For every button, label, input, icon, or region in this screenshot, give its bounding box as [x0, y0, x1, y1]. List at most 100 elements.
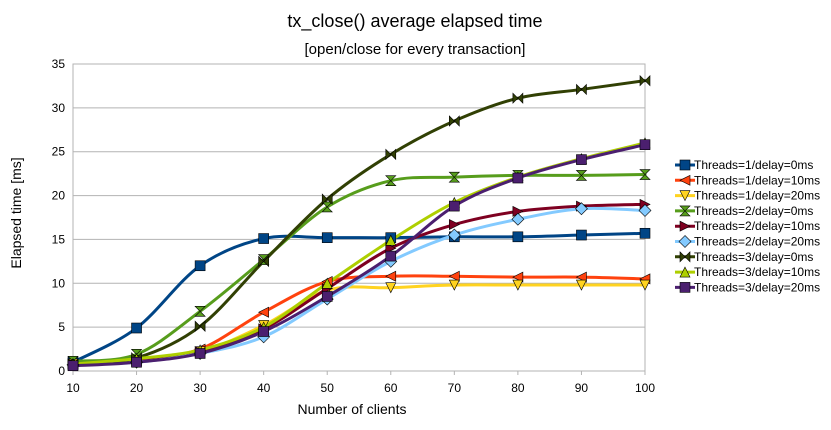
data-point	[321, 201, 333, 213]
data-point	[67, 360, 79, 372]
data-point	[258, 233, 269, 244]
data-point	[448, 279, 460, 291]
data-point	[385, 242, 397, 254]
legend-item: Threads=3/delay=0ms	[675, 250, 813, 264]
data-point	[449, 219, 461, 231]
data-point	[385, 234, 397, 246]
data-point	[448, 270, 460, 282]
legend-label: Threads=1/delay=10ms	[694, 173, 820, 187]
x-tick-label: 50	[321, 381, 335, 395]
data-point	[576, 229, 587, 241]
x-tick-label: 20	[130, 381, 144, 395]
series-line	[71, 79, 647, 366]
legend-item: Threads=2/delay=0ms	[675, 204, 813, 218]
legend-marker	[679, 190, 691, 202]
data-point	[576, 154, 587, 165]
data-point	[131, 356, 142, 368]
data-point	[194, 260, 206, 272]
series-line	[71, 231, 647, 364]
data-point	[639, 227, 651, 239]
data-point	[511, 212, 525, 226]
legend-marker	[678, 235, 692, 248]
x-axis-label: Number of clients	[298, 401, 407, 417]
legend-label: Threads=2/delay=20ms	[694, 235, 820, 249]
data-point	[194, 306, 206, 317]
data-point	[639, 139, 651, 150]
chart-subtitle: [open/close for every transaction]	[305, 41, 526, 58]
data-point	[638, 204, 652, 217]
y-tick-label: 5	[58, 320, 65, 334]
legend-item: Threads=2/delay=10ms	[675, 219, 820, 233]
data-point	[447, 228, 461, 242]
data-point	[639, 74, 651, 87]
axes: 0 5 10 15 20 25 30 35 10 20 30 40 50 60 70 80 90 100	[52, 57, 656, 395]
legend-label: Threads=3/delay=20ms	[694, 280, 820, 294]
series-markers	[66, 74, 652, 372]
data-point	[639, 279, 651, 291]
data-point	[258, 255, 269, 268]
data-point	[131, 322, 142, 334]
legend-label: Threads=3/delay=10ms	[694, 265, 820, 279]
data-point	[321, 193, 333, 205]
legend-marker	[679, 159, 691, 171]
data-point	[385, 250, 397, 262]
data-point	[385, 282, 397, 294]
data-point	[575, 170, 588, 181]
data-point	[258, 326, 269, 337]
data-point	[575, 279, 587, 291]
legend-marker	[679, 282, 691, 293]
legend-marker	[679, 174, 691, 186]
y-axis-label: Elapsed time [ms]	[8, 157, 24, 268]
x-tick-label: 60	[384, 381, 398, 395]
data-point	[512, 172, 524, 184]
data-point	[321, 232, 333, 243]
x-tick-label: 80	[511, 381, 525, 395]
x-tick-label: 10	[66, 381, 80, 395]
data-point	[385, 270, 397, 282]
legend-item: Threads=3/delay=10ms	[675, 265, 820, 279]
y-tick-label: 30	[52, 101, 66, 115]
data-point	[449, 115, 460, 127]
y-tick-label: 10	[52, 276, 66, 290]
legend-label: Threads=1/delay=0ms	[694, 158, 813, 172]
data-point	[449, 200, 460, 212]
legend-item: Threads=3/delay=20ms	[675, 280, 820, 294]
x-tick-label: 40	[257, 381, 271, 395]
legend-item: Threads=1/delay=10ms	[675, 173, 820, 187]
data-point	[575, 271, 587, 283]
legend-marker	[679, 251, 691, 263]
data-point	[321, 277, 333, 289]
data-point	[385, 175, 397, 186]
data-point	[575, 202, 588, 216]
y-tick-label: 35	[52, 57, 66, 71]
legend-label: Threads=1/delay=20ms	[694, 189, 820, 203]
data-point	[512, 271, 524, 283]
legend-item: Threads=2/delay=20ms	[675, 235, 820, 249]
legend-item: Threads=1/delay=20ms	[675, 189, 820, 203]
x-tick-label: 70	[448, 381, 462, 395]
legend-label: Threads=3/delay=0ms	[694, 250, 813, 264]
data-point	[512, 231, 524, 243]
x-tick-label: 100	[635, 381, 655, 395]
data-point	[321, 291, 333, 302]
data-point	[385, 148, 397, 161]
legend-marker	[679, 205, 691, 217]
data-point	[512, 92, 524, 104]
data-point	[448, 171, 461, 183]
chart-title: tx_close() average elapsed time	[287, 11, 542, 32]
legend-label: Threads=2/delay=10ms	[694, 219, 820, 233]
y-tick-label: 20	[52, 189, 66, 203]
data-point	[257, 306, 269, 318]
legend-item: Threads=1/delay=0ms	[675, 158, 813, 172]
x-tick-label: 90	[575, 381, 589, 395]
series-lines	[71, 79, 647, 368]
data-point	[194, 348, 206, 359]
y-tick-label: 25	[52, 145, 66, 159]
data-point	[639, 169, 651, 180]
data-point	[576, 83, 587, 96]
gridlines	[73, 63, 645, 372]
legend-marker	[679, 266, 691, 278]
